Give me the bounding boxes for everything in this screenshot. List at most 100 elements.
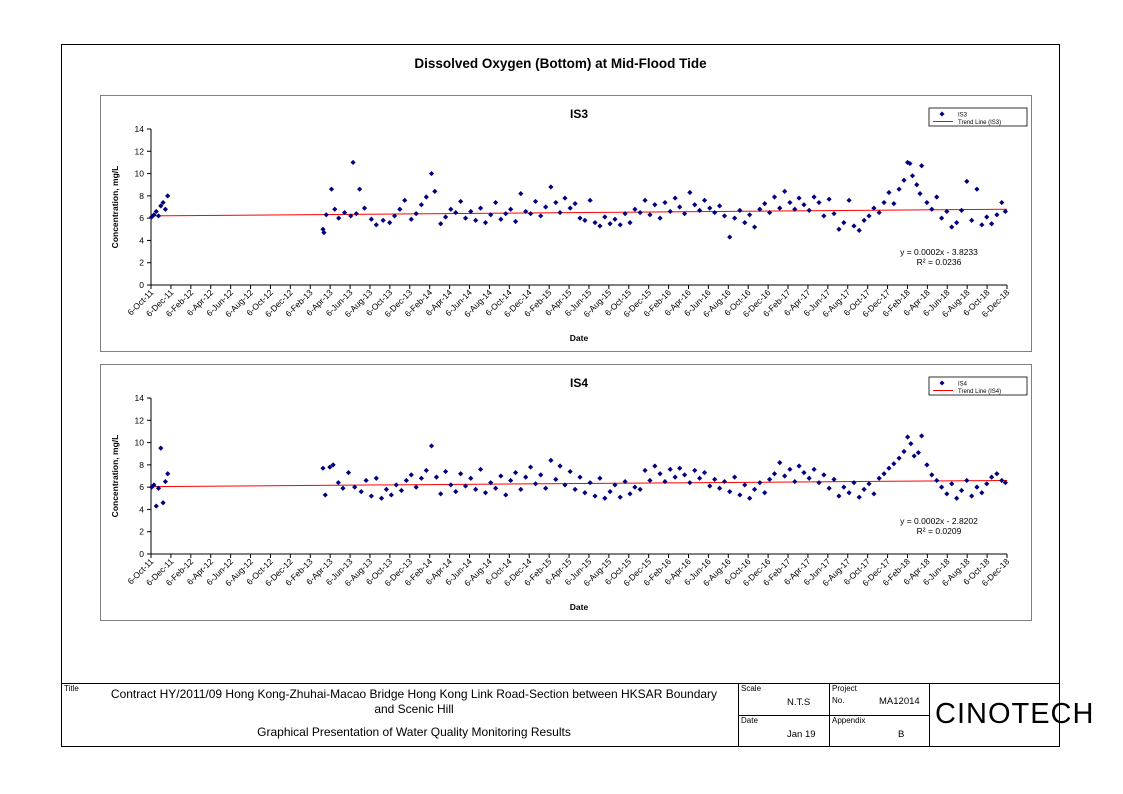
chart0-data-point (727, 234, 733, 240)
chart1-data-point (548, 457, 554, 463)
chart0-data-point (871, 205, 877, 211)
chart0-data-point (657, 215, 663, 221)
chart0-data-point (856, 227, 862, 233)
chart1-x-label: Date (570, 602, 589, 612)
chart1-data-point (672, 474, 678, 480)
chart1-data-point (345, 470, 352, 476)
chart0-data-point (979, 222, 985, 228)
chart1-data-point (458, 471, 464, 477)
chart1-data-point (657, 471, 663, 477)
chart0-data-point (777, 205, 783, 211)
chart1-data-point (801, 470, 807, 476)
chart0-data-point (323, 212, 329, 218)
chart1-data-point (811, 466, 817, 472)
chart1-data-point (954, 495, 960, 501)
chart1-y-tick-label: 0 (139, 549, 144, 559)
chart1-data-point (934, 477, 940, 484)
chart1-data-point (747, 495, 753, 501)
chart1-y-tick-label: 14 (135, 393, 145, 403)
chart0-data-point (391, 213, 398, 219)
chart0-data-point (811, 194, 817, 200)
chart1-data-point (388, 492, 394, 498)
appendix-label: Appendix (832, 716, 866, 725)
chart0-data-point (582, 217, 588, 223)
chart1-data-point (155, 485, 162, 491)
chart0-data-point (597, 223, 603, 229)
chart0-y-tick-label: 0 (139, 280, 144, 290)
chart1-data-point (716, 485, 723, 491)
chart0-data-point (969, 217, 975, 223)
chart1-legend-marker (939, 380, 945, 386)
chart0-y-tick-label: 10 (135, 169, 145, 179)
chart1-data-point (891, 461, 897, 467)
chart0-data-point (707, 205, 713, 211)
chart0-data-point (160, 199, 166, 206)
logo-cell (929, 683, 1060, 747)
chart1-data-point (908, 441, 914, 447)
chart1-data-point (876, 475, 882, 481)
chart1-data-point (602, 495, 608, 501)
chart1-data-point (901, 448, 907, 455)
chart1-data-point (721, 478, 728, 485)
chart0-data-point (438, 221, 444, 227)
chart0-data-point (846, 197, 852, 203)
chart1-data-point (322, 492, 328, 498)
chart1-data-point (165, 471, 171, 477)
project-label: Project (832, 684, 857, 693)
chart1-data-point (915, 450, 921, 456)
chart1-data-point (553, 476, 559, 482)
chart1-data-point (637, 486, 643, 492)
chart1-data-point (866, 481, 872, 487)
chart1-data-point (881, 471, 887, 477)
chart0-data-point (821, 213, 827, 219)
chart1-data-point (498, 473, 504, 479)
project-no-label: No. (832, 696, 845, 705)
chart0-data-point (361, 205, 368, 211)
chart0-data-point (958, 207, 965, 213)
chart1-data-point (751, 486, 758, 492)
chart1-data-point (428, 443, 435, 449)
title-block: Title Contract HY/2011/09 Hong Kong-Zhuh… (61, 683, 1093, 747)
chart0-data-point (687, 189, 693, 196)
chart1-data-point (964, 477, 970, 484)
chart0-data-point (165, 193, 171, 199)
chart1-data-point (929, 472, 935, 478)
chart0-data-point (876, 209, 882, 216)
chart0-y-tick-label: 6 (139, 213, 144, 223)
chart1-data-point (647, 477, 653, 484)
chart1-data-point (958, 487, 965, 494)
chart0-data-point (924, 199, 930, 206)
cinotech-logo: CINOTECH (935, 698, 1095, 730)
chart0-data-point (553, 199, 559, 206)
chart0-data-point (909, 173, 916, 179)
chart1-data-point (572, 486, 578, 492)
chart1-data-point (408, 472, 414, 478)
chart1-data-point (742, 482, 748, 488)
chart0-title: IS3 (570, 107, 588, 121)
chart1-data-point (757, 480, 763, 486)
chart0-data-point (543, 204, 549, 210)
chart1-data-point (378, 495, 385, 501)
chart0-data-point (742, 220, 748, 226)
chart1-data-point (617, 494, 623, 500)
chart0-data-point (153, 208, 159, 215)
chart0-data-point (468, 208, 474, 215)
chart1-data-point (423, 467, 429, 474)
chart1-data-point (582, 490, 588, 496)
date-label: Date (741, 716, 758, 725)
chart0-data-point (747, 212, 753, 218)
chart0-data-point (538, 213, 544, 219)
chart0-legend-trend-label: Trend Line (IS3) (958, 120, 1001, 126)
chart0-data-point (402, 197, 408, 203)
chart0-data-point (508, 206, 514, 212)
chart1-data-point (821, 472, 827, 478)
chart0-data-point (477, 205, 484, 211)
chart0-data-point (627, 220, 633, 226)
chart0-data-point (332, 206, 338, 212)
chart0-data-point (886, 189, 892, 196)
chart1-data-point (771, 471, 778, 477)
chart1-data-point (969, 493, 975, 499)
chart1-title: IS4 (570, 376, 588, 390)
chart0-data-point (562, 195, 568, 201)
